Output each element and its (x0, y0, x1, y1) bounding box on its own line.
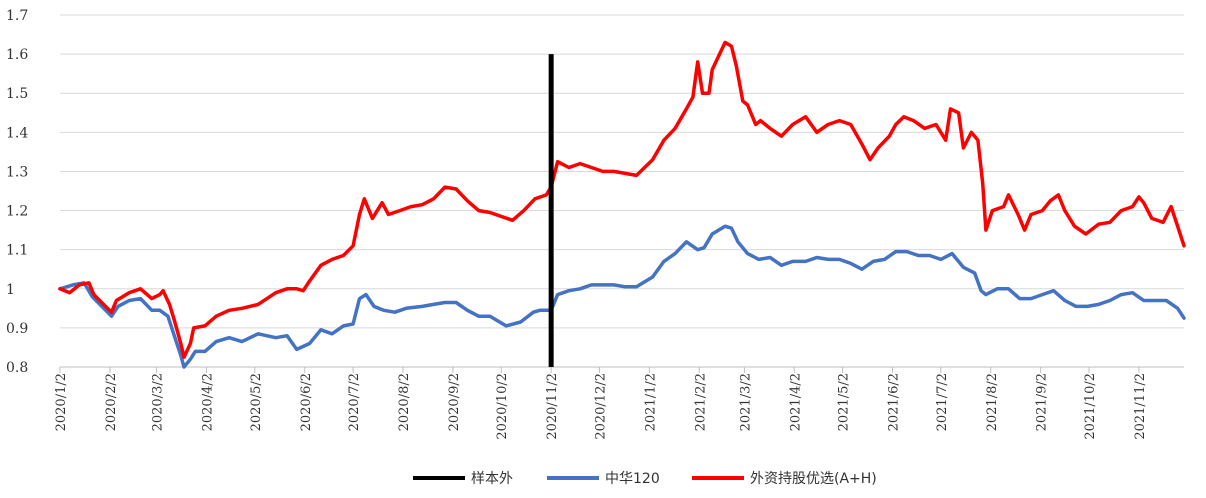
x-tick-label: 2020/10/2 (495, 373, 510, 440)
legend: 样本外 中华120 外资持股优选(A+H) (413, 471, 877, 487)
x-tick-label: 2020/5/2 (249, 373, 264, 431)
series-line-1 (58, 40, 1186, 359)
x-tick-label: 2021/3/2 (738, 373, 753, 431)
legend-label-0: 样本外 (471, 471, 513, 487)
x-tick-label: 2021/4/2 (788, 373, 803, 431)
x-tick-label: 2021/8/2 (985, 373, 1000, 431)
x-tick-label: 2021/10/2 (1083, 373, 1098, 440)
x-tick-label: 2020/8/2 (397, 373, 412, 431)
legend-label-2: 外资持股优选(A+H) (750, 471, 877, 487)
x-tick-label: 2020/1/2 (54, 373, 69, 431)
y-tick-label: 1.2 (6, 204, 28, 220)
y-tick-label: 1 (6, 282, 15, 298)
x-tick-label: 2021/9/2 (1035, 373, 1050, 431)
x-tick-label: 2020/3/2 (151, 373, 166, 431)
y-tick-label: 0.8 (6, 360, 28, 376)
y-tick-label: 1.6 (6, 47, 28, 63)
gridlines (60, 14, 1184, 368)
x-tick-label: 2020/4/2 (201, 373, 216, 431)
x-tick-label: 2020/11/2 (545, 373, 560, 440)
x-tick-label: 2020/6/2 (299, 373, 314, 431)
x-tick-label: 2021/5/2 (837, 373, 852, 431)
x-tick-label: 2021/11/2 (1133, 373, 1148, 440)
x-tick-label: 2020/2/2 (104, 373, 119, 431)
x-tick-label: 2020/9/2 (447, 373, 462, 431)
y-tick-label: 1.1 (6, 243, 28, 259)
x-axis: 2020/1/2 2020/2/2 2020/3/2 2020/4/2 2020/5/2… (54, 367, 1148, 440)
x-tick-label: 2021/7/2 (935, 373, 950, 431)
y-tick-label: 1.4 (6, 125, 28, 141)
y-tick-label: 1.7 (6, 8, 28, 24)
y-tick-label: 1.5 (6, 86, 28, 102)
series-line-0 (58, 224, 1186, 369)
series-lines (58, 40, 1186, 369)
x-tick-label: 2020/12/2 (593, 373, 608, 440)
legend-label-1: 中华120 (605, 471, 660, 487)
y-tick-label: 0.9 (6, 321, 28, 337)
y-axis: 0.8 0.9 1 1.1 1.2 1.3 1.4 1.5 1.6 1.7 (6, 8, 28, 376)
x-tick-label: 2021/2/2 (693, 373, 708, 431)
x-tick-label: 2021/6/2 (887, 373, 902, 431)
y-tick-label: 1.3 (6, 164, 28, 180)
x-tick-label: 2021/1/2 (643, 373, 658, 431)
x-tick-label: 2020/7/2 (347, 373, 362, 431)
